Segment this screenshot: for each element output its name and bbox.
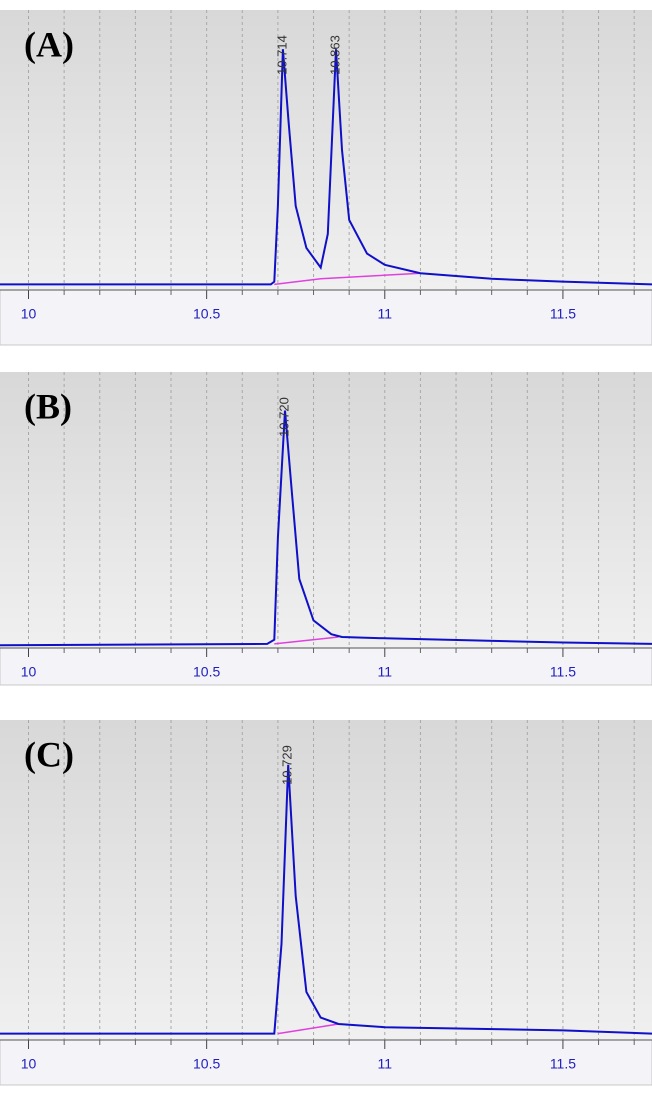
x-tick-label: 10: [21, 664, 37, 680]
plot-area: [0, 372, 652, 648]
x-tick-label: 10.5: [193, 1056, 220, 1072]
plot-area: [0, 10, 652, 290]
axis-strip: [0, 1039, 652, 1086]
x-tick-label: 10.5: [193, 306, 220, 322]
signal-line: [0, 410, 652, 647]
baseline: [274, 272, 421, 286]
x-tick-label: 11: [378, 664, 393, 680]
x-tick-label: 10.5: [193, 664, 220, 680]
x-tick-label: 11: [378, 1056, 393, 1072]
panel-label: (A): [24, 24, 74, 64]
x-tick-label: 11: [378, 306, 393, 322]
peak-label: 10.729: [280, 745, 295, 785]
baseline: [277, 1023, 339, 1035]
signal-line: [0, 49, 652, 286]
x-tick-label: 11.5: [550, 1056, 576, 1072]
plot-area: [0, 720, 652, 1040]
peak-label: 10.720: [276, 397, 291, 437]
x-tick-label: 10: [21, 1056, 37, 1072]
panel-label: (C): [24, 734, 74, 774]
peak-label: 10.714: [274, 35, 289, 75]
x-tick-label: 10: [21, 306, 37, 322]
axis-strip: [0, 289, 652, 346]
signal-line: [0, 764, 652, 1035]
peak-label: 10.863: [327, 35, 342, 75]
panel-label: (B): [24, 386, 72, 426]
baseline: [274, 636, 339, 645]
x-tick-label: 11.5: [550, 664, 576, 680]
x-tick-label: 11.5: [550, 306, 576, 322]
axis-strip: [0, 647, 652, 686]
